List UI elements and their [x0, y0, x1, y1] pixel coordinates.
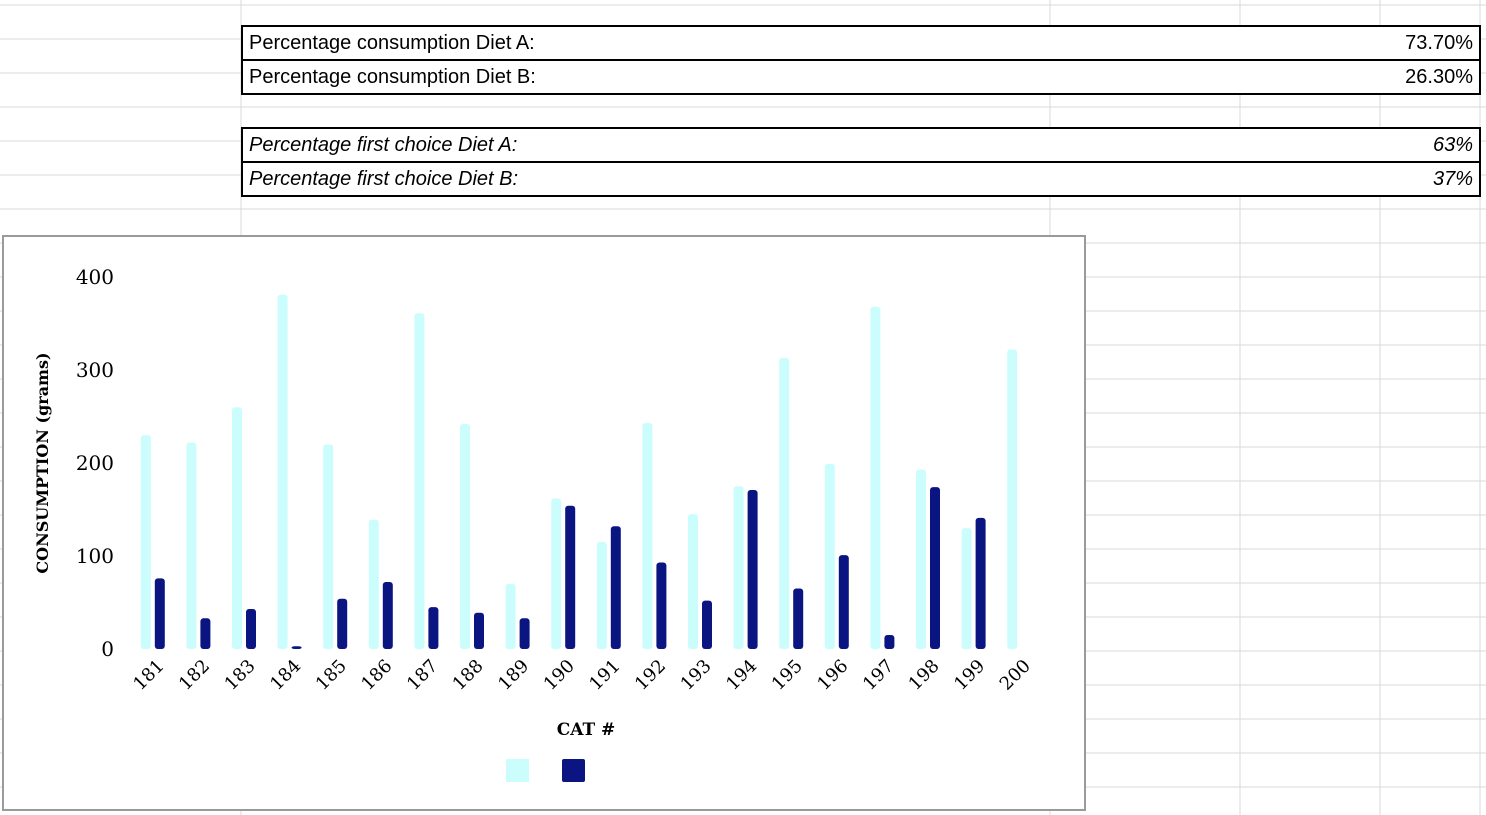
bar-diet-b-183 — [246, 609, 256, 649]
y-axis-label: CONSUMPTION (grams) — [33, 352, 52, 573]
bar-diet-a-193 — [688, 514, 698, 649]
x-tick-label: 181 — [129, 656, 168, 695]
summary-label: Percentage consumption Diet B: — [249, 65, 536, 88]
summary-value: 63% — [1432, 133, 1473, 156]
bar-diet-a-185 — [323, 444, 334, 649]
bar-diet-b-191 — [610, 526, 621, 649]
bar-diet-b-181 — [154, 578, 165, 649]
y-tick-label: 400 — [76, 265, 114, 289]
y-tick-label: 300 — [76, 358, 114, 382]
x-tick-label: 200 — [996, 656, 1035, 695]
bar-diet-b-198 — [930, 487, 940, 649]
x-tick-label: 188 — [449, 656, 488, 695]
x-tick-label: 198 — [905, 656, 944, 695]
x-tick-label: 183 — [221, 656, 260, 695]
summary-row-first-choice-b[interactable]: Percentage first choice Diet B: 37% — [241, 161, 1481, 197]
bar-diet-b-182 — [200, 618, 211, 649]
x-tick-label: 199 — [950, 656, 989, 695]
legend-swatch-diet-b — [562, 759, 585, 782]
bar-diet-a-191 — [596, 542, 607, 649]
x-tick-label: 191 — [585, 656, 624, 695]
bar-diet-a-197 — [870, 306, 881, 649]
bar-diet-b-197 — [884, 635, 895, 649]
bar-diet-a-188 — [460, 423, 470, 649]
bar-diet-a-194 — [733, 486, 744, 649]
summary-value: 26.30% — [1405, 65, 1473, 88]
bar-diet-b-184 — [291, 646, 302, 649]
bar-diet-a-184 — [277, 294, 288, 649]
summary-label: Percentage first choice Diet B: — [249, 167, 519, 190]
y-tick-label: 200 — [76, 451, 114, 475]
bar-diet-a-192 — [642, 423, 653, 649]
x-tick-label: 194 — [722, 656, 761, 695]
bar-diet-a-196 — [824, 463, 835, 649]
bar-diet-a-190 — [551, 498, 562, 649]
bar-diet-b-193 — [702, 600, 712, 649]
bar-diet-b-199 — [975, 517, 986, 649]
bar-diet-a-183 — [232, 407, 242, 649]
x-axis-label: CAT # — [557, 720, 616, 740]
summary-value: 37% — [1432, 167, 1473, 190]
bar-diet-a-189 — [505, 583, 516, 649]
x-tick-label: 192 — [631, 656, 670, 695]
x-tick-label: 196 — [813, 656, 852, 695]
x-tick-label: 186 — [357, 656, 396, 695]
bar-diet-b-192 — [656, 562, 667, 649]
x-tick-label: 193 — [677, 656, 716, 695]
chart-panel[interactable]: 0 100 200 300 400 CONSUMPTION (grams) 181 182 18… — [2, 235, 1086, 811]
bar-diet-a-199 — [961, 528, 972, 649]
x-tick-label: 195 — [768, 656, 807, 695]
bar-diet-a-195 — [779, 357, 790, 649]
summary-value: 73.70% — [1405, 31, 1473, 54]
x-tick-label: 189 — [494, 656, 533, 695]
x-tick-label: 197 — [859, 656, 898, 695]
bar-diet-b-190 — [565, 505, 576, 649]
summary-row-first-choice-a[interactable]: Percentage first choice Diet A: 63% — [241, 127, 1481, 163]
bar-diet-a-187 — [414, 313, 425, 649]
bar-diet-a-182 — [186, 442, 197, 649]
bar-diet-b-195 — [793, 588, 804, 649]
legend-swatch-diet-a — [506, 759, 529, 782]
summary-label: Percentage consumption Diet A: — [249, 31, 535, 54]
bar-diet-a-200 — [1007, 349, 1018, 649]
bar-diet-a-181 — [140, 435, 151, 649]
x-tick-label: 184 — [266, 656, 305, 695]
bar-diet-b-185 — [337, 598, 348, 649]
x-tick-label: 187 — [403, 656, 442, 695]
bar-diet-a-186 — [368, 519, 379, 649]
x-tick-label: 190 — [540, 656, 579, 695]
x-tick-label: 185 — [312, 656, 351, 695]
bar-diet-b-196 — [838, 555, 849, 649]
summary-row-consumption-b[interactable]: Percentage consumption Diet B: 26.30% — [241, 59, 1481, 95]
y-tick-label: 100 — [76, 544, 114, 568]
bar-diet-b-187 — [428, 607, 439, 649]
summary-row-consumption-a[interactable]: Percentage consumption Diet A: 73.70% — [241, 25, 1481, 61]
bar-diet-b-189 — [519, 618, 530, 649]
bar-diet-b-186 — [382, 582, 393, 649]
y-tick-label: 0 — [101, 637, 114, 661]
summary-label: Percentage first choice Diet A: — [249, 133, 518, 156]
bar-diet-a-198 — [916, 469, 926, 649]
x-tick-label: 182 — [175, 656, 214, 695]
bar-diet-b-188 — [474, 612, 484, 649]
bar-diet-b-194 — [747, 489, 758, 649]
